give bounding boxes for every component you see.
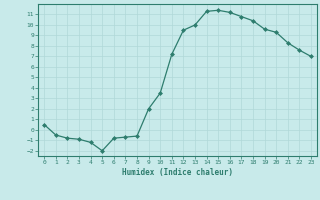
X-axis label: Humidex (Indice chaleur): Humidex (Indice chaleur): [122, 168, 233, 177]
